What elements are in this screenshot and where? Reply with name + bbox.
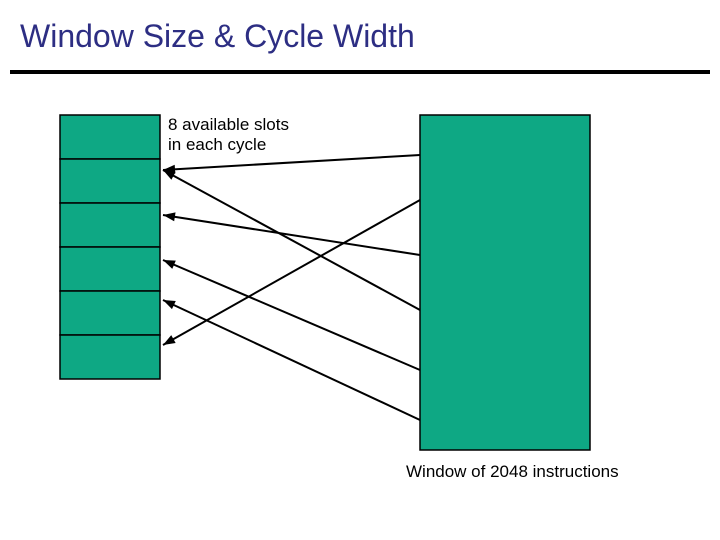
- arrow-line: [163, 155, 420, 170]
- arrow-line: [163, 170, 420, 310]
- slot-stack: [60, 115, 160, 379]
- arrow-line: [163, 300, 420, 420]
- slot-row: [60, 203, 160, 247]
- slot-row: [60, 335, 160, 379]
- arrow-line: [163, 260, 420, 370]
- slot-row: [60, 115, 160, 159]
- slide: Window Size & Cycle Width 8 available sl…: [0, 0, 720, 540]
- arrow-head: [163, 335, 176, 345]
- arrow-head: [163, 212, 176, 221]
- arrow-head: [163, 300, 176, 309]
- window-box: [420, 115, 590, 450]
- slot-row: [60, 247, 160, 291]
- diagram-svg: [0, 0, 720, 540]
- slot-row: [60, 159, 160, 203]
- arrow-group: [163, 155, 420, 420]
- slot-row: [60, 291, 160, 335]
- arrow-head: [163, 260, 176, 269]
